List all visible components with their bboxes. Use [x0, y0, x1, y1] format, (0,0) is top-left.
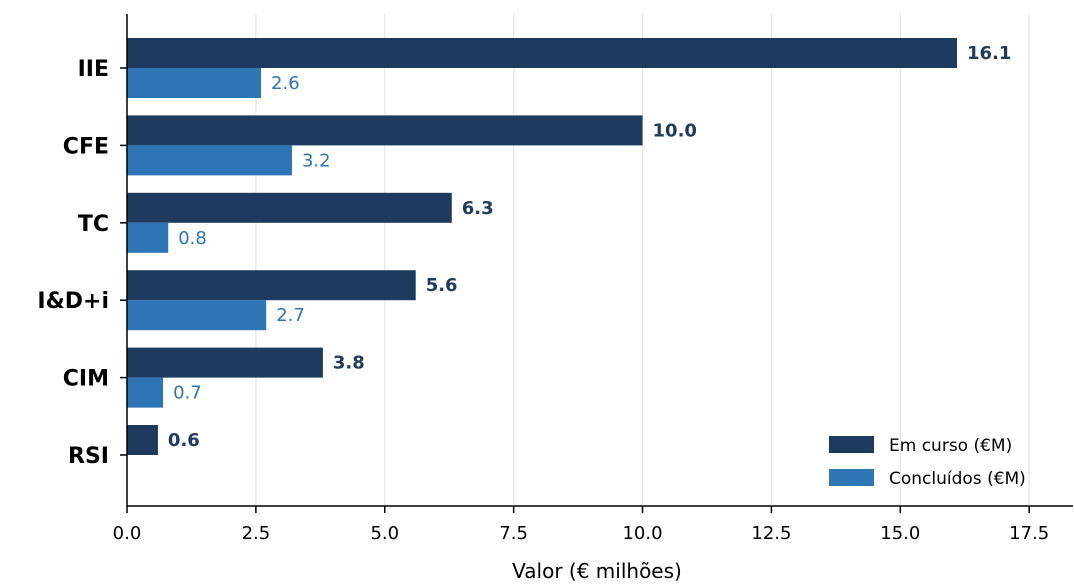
- y-tick-label: TC: [78, 212, 109, 237]
- x-tick-label: 15.0: [880, 523, 920, 544]
- x-tick-label: 12.5: [751, 523, 791, 544]
- data-label-concluidos: 0.7: [173, 383, 202, 404]
- data-labels-layer: 16.1 2.6 10.0 3.2 6.3 0.8 5.6 2.7 3.8 0.7 0.6: [168, 43, 1011, 451]
- data-label-em-curso: 0.6: [168, 430, 200, 451]
- bar-concluidos: [127, 68, 262, 98]
- axes-layer: IIE CFE TC I&D+i CIM RSI 0.0 2.5 5.0 7.5 10.0 12.5 1…: [37, 14, 1073, 583]
- x-axis-title: Valor (€ milhões): [512, 559, 682, 583]
- data-label-em-curso: 5.6: [426, 275, 458, 296]
- bar-em-curso: [127, 115, 643, 146]
- data-label-concluidos: 2.7: [276, 305, 305, 326]
- grid-layer: [126, 14, 1030, 506]
- x-tick-label: 10.0: [622, 523, 662, 544]
- bars-layer: [127, 38, 958, 455]
- x-tick-label: 5.0: [370, 523, 399, 544]
- data-label-concluidos: 2.6: [271, 73, 300, 94]
- bar-concluidos: [127, 300, 267, 331]
- x-tick-label: 17.5: [1009, 523, 1049, 544]
- bar-concluidos: [127, 222, 169, 253]
- legend: Em curso (€M) Concluídos (€M): [829, 436, 1026, 489]
- bar-concluidos: [127, 377, 164, 408]
- y-tick-label: CIM: [63, 367, 109, 392]
- bar-em-curso: [127, 347, 323, 378]
- y-tick-label: RSI: [68, 444, 109, 469]
- x-tick-label: 0.0: [113, 523, 142, 544]
- y-tick-label: I&D+i: [37, 289, 109, 314]
- data-label-em-curso: 10.0: [653, 120, 697, 141]
- bar-em-curso: [127, 425, 158, 455]
- bar-em-curso: [127, 192, 452, 223]
- data-label-em-curso: 3.8: [333, 353, 365, 374]
- legend-swatch: [829, 469, 874, 486]
- bar-concluidos: [127, 145, 292, 176]
- x-tick-label: 2.5: [242, 523, 271, 544]
- data-label-em-curso: 16.1: [967, 43, 1011, 64]
- bar-em-curso: [127, 38, 958, 68]
- x-tick-label: 7.5: [499, 523, 528, 544]
- y-tick-label: CFE: [63, 134, 109, 159]
- data-label-concluidos: 0.8: [178, 228, 207, 249]
- data-label-em-curso: 6.3: [462, 198, 494, 219]
- legend-label: Em curso (€M): [889, 436, 1012, 456]
- legend-swatch: [829, 436, 874, 453]
- bar-em-curso: [127, 270, 416, 301]
- y-tick-label: IIE: [78, 57, 109, 82]
- data-label-concluidos: 3.2: [302, 150, 331, 171]
- legend-label: Concluídos (€M): [889, 469, 1026, 489]
